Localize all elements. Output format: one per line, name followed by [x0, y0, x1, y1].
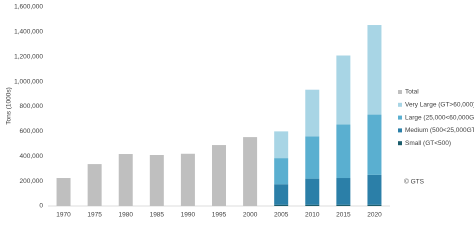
- bar-segment: [274, 184, 289, 205]
- legend-swatch: [398, 90, 402, 94]
- y-tick-label: 800,000: [20, 103, 44, 110]
- legend-label: Very Large (GT>60,000): [405, 102, 474, 109]
- bar-segment: [212, 145, 226, 206]
- x-tick-label: 2015: [336, 212, 351, 219]
- annotation: © GTS: [404, 178, 425, 186]
- legend-swatch: [398, 102, 402, 107]
- y-tick-label: 1,600,000: [14, 4, 43, 11]
- y-tick-label: 1,000,000: [14, 78, 43, 85]
- bar-segment: [56, 178, 71, 206]
- legend-label: Large (25,000<60,000GT): [405, 114, 474, 121]
- bar-segment: [367, 174, 382, 205]
- bar-segment: [336, 124, 351, 179]
- y-tick-label: 200,000: [20, 178, 44, 185]
- bar-segment: [180, 153, 195, 206]
- bar-segment: [336, 55, 351, 125]
- legend-swatch: [398, 115, 402, 120]
- bar-segment: [118, 154, 133, 206]
- y-tick-label: 0: [39, 203, 43, 210]
- bar-segment: [367, 204, 382, 206]
- bar-segment: [336, 204, 351, 206]
- bar-segment: [367, 114, 382, 175]
- legend-swatch: [398, 141, 402, 146]
- bar-segment: [367, 25, 382, 115]
- x-tick-label: 1995: [212, 212, 227, 219]
- x-tick-label: 1975: [87, 212, 102, 219]
- bar-segment: [305, 178, 320, 205]
- x-tick-label: 2005: [274, 212, 289, 219]
- bar-segment: [274, 131, 289, 159]
- bar-segment: [305, 204, 320, 206]
- y-axis-label: Tons (1000s): [6, 87, 13, 125]
- x-tick-label: 2000: [243, 212, 258, 219]
- legend-label: Total: [405, 89, 419, 96]
- y-tick-label: 600,000: [20, 128, 44, 135]
- x-tick-label: 2010: [305, 212, 320, 219]
- y-tick-label: 1,200,000: [14, 53, 43, 60]
- legend-label: Small (GT<500): [405, 140, 451, 147]
- chart: Tons (1000s) © GTS 0 200,000 400,000 600,00…: [6, 4, 474, 219]
- x-tick-label: 1985: [150, 212, 165, 219]
- bar-segment: [87, 164, 102, 206]
- bar-segment: [274, 204, 289, 206]
- x-tick-label: 1970: [56, 212, 71, 219]
- y-tick-label: 400,000: [20, 153, 44, 160]
- bar-segment: [274, 158, 289, 185]
- x-tick-label: 2020: [367, 212, 382, 219]
- x-tick-label: 1990: [181, 212, 196, 219]
- bar-segment: [243, 137, 258, 206]
- y-tick-label: 1,400,000: [14, 29, 43, 36]
- bar-segment: [305, 136, 320, 179]
- bar-segment: [336, 178, 351, 205]
- bar-segment: [149, 155, 164, 206]
- legend-swatch: [398, 128, 402, 133]
- x-tick-label: 1980: [118, 212, 133, 219]
- bar-segment: [305, 89, 320, 137]
- legend-label: Medium (500<25,000GT): [405, 127, 474, 134]
